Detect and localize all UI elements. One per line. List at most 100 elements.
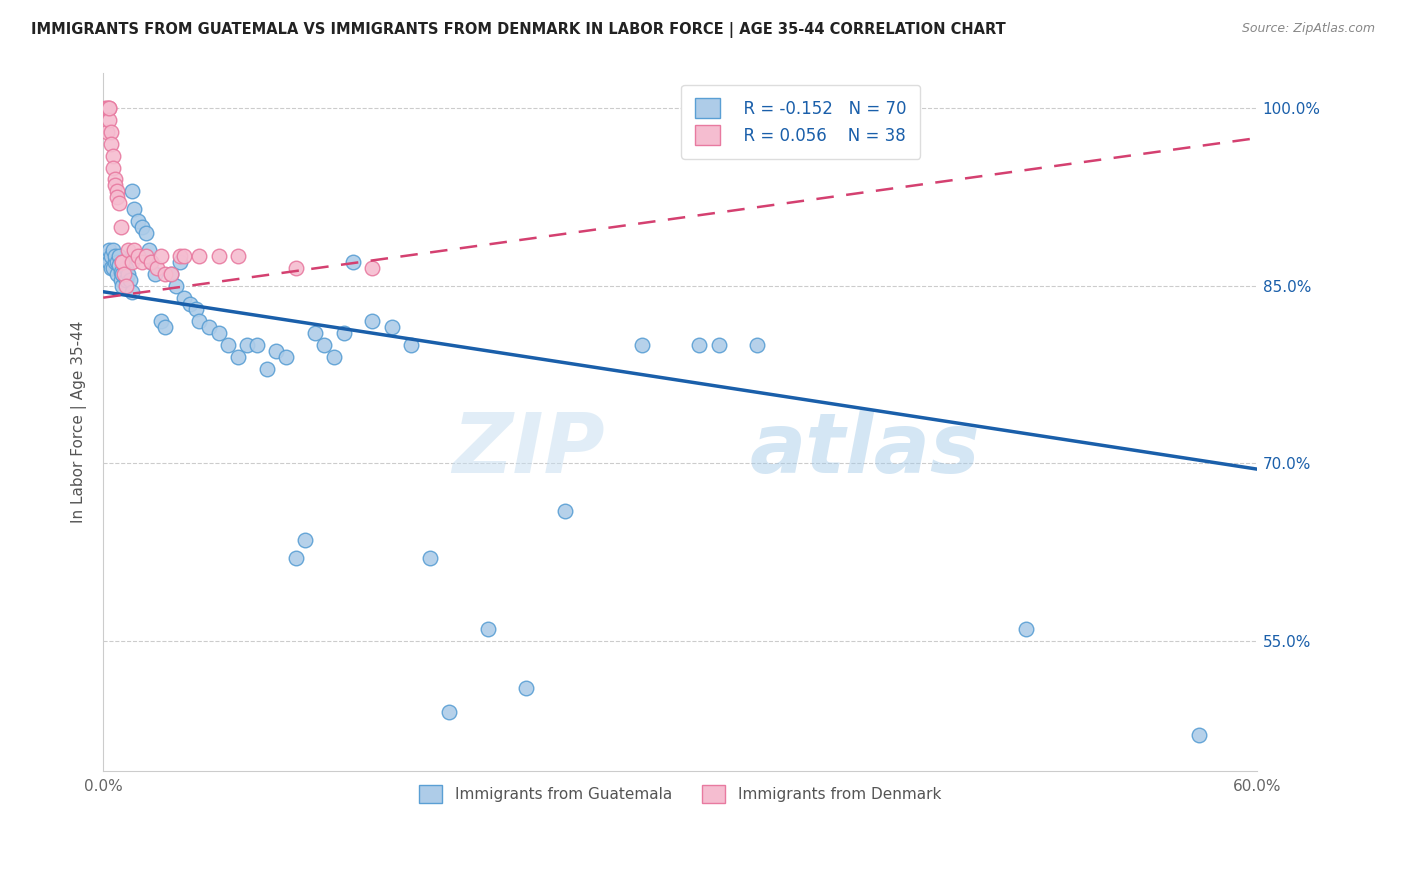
- Point: [707, 338, 730, 352]
- Point: [207, 249, 229, 263]
- Point: [323, 350, 346, 364]
- Point: [274, 350, 297, 364]
- Point: [246, 338, 269, 352]
- Point: [304, 326, 326, 340]
- Point: [104, 249, 127, 263]
- Point: [131, 219, 153, 234]
- Text: Source: ZipAtlas.com: Source: ZipAtlas.com: [1241, 22, 1375, 36]
- Point: [115, 273, 138, 287]
- Point: [98, 255, 121, 269]
- Point: [266, 343, 288, 358]
- Point: [381, 320, 404, 334]
- Point: [217, 338, 239, 352]
- Point: [332, 326, 354, 340]
- Point: [96, 249, 118, 263]
- Point: [159, 267, 181, 281]
- Point: [111, 255, 134, 269]
- Point: [149, 314, 172, 328]
- Point: [515, 681, 537, 695]
- Point: [236, 338, 259, 352]
- Point: [419, 550, 441, 565]
- Point: [105, 267, 128, 281]
- Point: [104, 178, 127, 193]
- Point: [314, 338, 336, 352]
- Point: [111, 278, 134, 293]
- Point: [198, 320, 221, 334]
- Point: [107, 196, 129, 211]
- Point: [122, 244, 145, 258]
- Point: [107, 258, 129, 272]
- Point: [96, 102, 118, 116]
- Point: [98, 113, 121, 128]
- Point: [127, 214, 149, 228]
- Point: [120, 273, 142, 287]
- Point: [159, 267, 181, 281]
- Point: [1015, 622, 1038, 636]
- Point: [107, 249, 129, 263]
- Point: [98, 102, 121, 116]
- Point: [165, 278, 187, 293]
- Point: [104, 255, 127, 269]
- Point: [101, 261, 124, 276]
- Point: [112, 267, 135, 281]
- Point: [361, 261, 384, 276]
- Point: [226, 249, 249, 263]
- Point: [361, 314, 384, 328]
- Point: [184, 302, 207, 317]
- Point: [1188, 728, 1211, 742]
- Point: [399, 338, 422, 352]
- Text: atlas: atlas: [749, 409, 980, 491]
- Text: IMMIGRANTS FROM GUATEMALA VS IMMIGRANTS FROM DENMARK IN LABOR FORCE | AGE 35-44 : IMMIGRANTS FROM GUATEMALA VS IMMIGRANTS …: [31, 22, 1005, 38]
- Point: [121, 285, 143, 299]
- Point: [284, 550, 307, 565]
- Point: [111, 267, 134, 281]
- Point: [100, 249, 122, 263]
- Point: [110, 265, 132, 279]
- Point: [111, 255, 134, 269]
- Point: [169, 255, 191, 269]
- Point: [98, 102, 121, 116]
- Point: [188, 314, 211, 328]
- Point: [153, 320, 176, 334]
- Point: [101, 161, 124, 175]
- Point: [98, 244, 121, 258]
- Point: [138, 244, 160, 258]
- Point: [143, 267, 166, 281]
- Point: [439, 705, 461, 719]
- Point: [342, 255, 364, 269]
- Point: [141, 255, 163, 269]
- Point: [153, 267, 176, 281]
- Point: [112, 255, 135, 269]
- Point: [101, 149, 124, 163]
- Text: ZIP: ZIP: [453, 409, 605, 491]
- Point: [169, 249, 191, 263]
- Point: [110, 273, 132, 287]
- Point: [100, 125, 122, 139]
- Point: [131, 255, 153, 269]
- Point: [122, 202, 145, 216]
- Point: [105, 184, 128, 198]
- Point: [477, 622, 499, 636]
- Point: [173, 249, 195, 263]
- Point: [256, 361, 278, 376]
- Point: [117, 244, 139, 258]
- Point: [188, 249, 211, 263]
- Point: [207, 326, 229, 340]
- Point: [173, 291, 195, 305]
- Point: [135, 249, 157, 263]
- Y-axis label: In Labor Force | Age 35-44: In Labor Force | Age 35-44: [72, 320, 87, 523]
- Point: [149, 249, 172, 263]
- Point: [179, 296, 201, 310]
- Point: [294, 533, 316, 547]
- Point: [110, 219, 132, 234]
- Point: [135, 226, 157, 240]
- Point: [745, 338, 768, 352]
- Point: [141, 255, 163, 269]
- Point: [121, 255, 143, 269]
- Point: [100, 136, 122, 151]
- Point: [226, 350, 249, 364]
- Point: [104, 172, 127, 186]
- Point: [146, 261, 169, 276]
- Point: [121, 184, 143, 198]
- Point: [688, 338, 710, 352]
